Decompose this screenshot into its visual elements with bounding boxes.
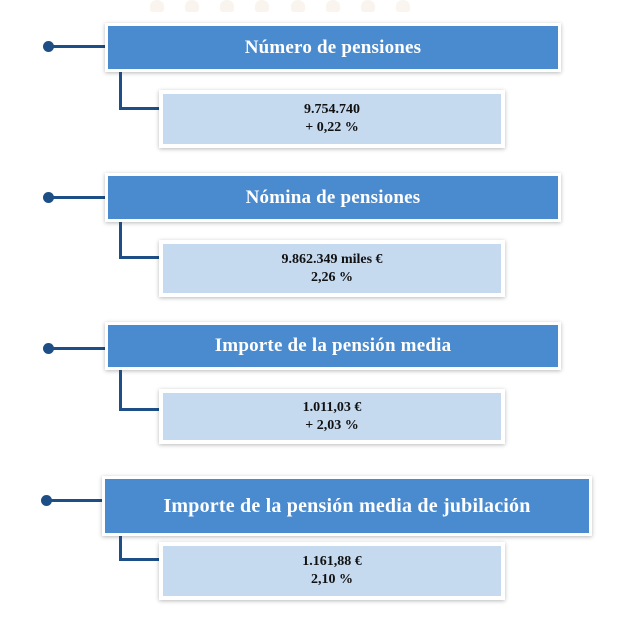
section-value: 1.011,03 € bbox=[302, 399, 362, 415]
section-value: 9.862.349 miles € bbox=[281, 251, 383, 267]
connector-line bbox=[119, 222, 122, 259]
section-header: Importe de la pensión media de jubilació… bbox=[102, 476, 592, 536]
section-value-box: 9.754.740 + 0,22 % bbox=[159, 90, 505, 148]
connector-line bbox=[119, 256, 159, 259]
connector-line bbox=[119, 408, 159, 411]
section-change: + 2,03 % bbox=[305, 417, 359, 433]
section-title: Importe de la pensión media bbox=[108, 325, 558, 367]
connector-line bbox=[48, 347, 106, 350]
section-title: Importe de la pensión media de jubilació… bbox=[105, 479, 589, 533]
section-value-box: 9.862.349 miles € 2,26 % bbox=[159, 240, 505, 297]
section-header: Número de pensiones bbox=[105, 23, 561, 72]
section-value: 1.161,88 € bbox=[302, 554, 362, 569]
connector-line bbox=[46, 499, 104, 502]
connector-line bbox=[48, 45, 106, 48]
section-value: 9.754.740 bbox=[304, 102, 360, 117]
faded-watermark-decoration bbox=[150, 0, 410, 14]
connector-line bbox=[119, 370, 122, 411]
section-value-box: 1.011,03 € + 2,03 % bbox=[159, 389, 505, 444]
section-title: Nómina de pensiones bbox=[108, 176, 558, 219]
connector-line bbox=[119, 536, 122, 561]
section-change: 2,26 % bbox=[311, 269, 353, 285]
section-change: 2,10 % bbox=[311, 572, 353, 587]
section-header: Importe de la pensión media bbox=[105, 322, 561, 370]
connector-line bbox=[119, 107, 159, 110]
connector-line bbox=[119, 558, 161, 561]
section-change: + 0,22 % bbox=[305, 120, 359, 135]
section-value-box: 1.161,88 € 2,10 % bbox=[159, 542, 505, 600]
connector-line bbox=[119, 72, 122, 110]
section-title: Número de pensiones bbox=[108, 26, 558, 69]
connector-line bbox=[48, 196, 106, 199]
section-header: Nómina de pensiones bbox=[105, 173, 561, 222]
